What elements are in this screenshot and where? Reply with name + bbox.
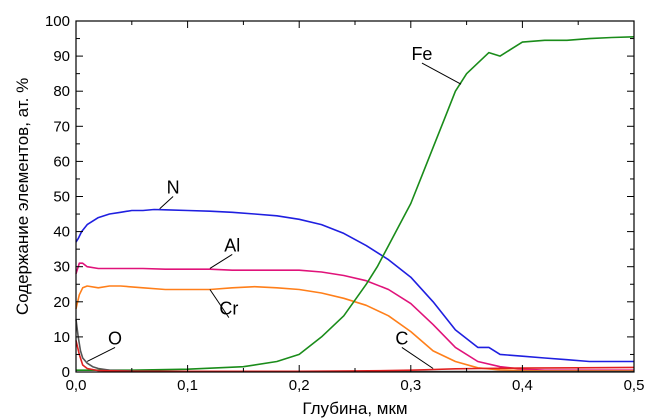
series-line-fe (76, 36, 635, 372)
annotation-label-cr: Cr (219, 299, 238, 319)
plot-frame (75, 20, 635, 373)
annotation-leader-cr (209, 289, 230, 318)
annotation-layer: N Al Cr Fe O C (86, 44, 462, 369)
y-tick-label: 70 (53, 118, 70, 135)
series-line-cr (75, 285, 634, 372)
y-tick-label: 80 (53, 83, 70, 100)
y-tick-label: 100 (45, 13, 70, 30)
y-axis-title: Содержание элементов, ат. % (13, 78, 32, 315)
annotation-label-fe: Fe (411, 44, 432, 64)
annotation-leader-n (159, 196, 174, 210)
series-line-al (75, 262, 634, 372)
y-tick-label: 20 (53, 294, 70, 311)
series-line-n (75, 208, 634, 363)
x-tick-label: 0,4 (512, 377, 533, 394)
annotation-label-o: O (108, 328, 122, 348)
x-axis-title: Глубина, мкм (302, 399, 407, 418)
x-tick-label: 0,1 (177, 377, 198, 394)
annotation-label-al: Al (224, 235, 240, 255)
series-line-o (75, 319, 634, 373)
y-tick-label: 30 (53, 259, 70, 276)
annotation-leader-fe (421, 62, 462, 85)
y-tick-label: 10 (53, 329, 70, 346)
y-tick-label: 0 (62, 364, 70, 381)
y-tick-label: 40 (53, 224, 70, 241)
annotation-label-c: C (395, 328, 408, 348)
x-tick-label: 0,2 (289, 377, 310, 394)
series-layer (75, 36, 635, 373)
annotation-leader-al (209, 253, 233, 269)
x-tick-label: 0,0 (66, 377, 87, 394)
annotation-leader-o (86, 346, 116, 362)
series-line-c (75, 340, 635, 373)
y-tick-label: 60 (53, 153, 70, 170)
x-tick-label: 0,3 (400, 377, 421, 394)
annotation-leader-c (401, 347, 434, 369)
y-tick-label: 50 (53, 189, 70, 206)
y-tick-label: 90 (53, 48, 70, 65)
tick-layer: 0,0 0,1 0,2 0,3 0,4 0,5 0 10 20 30 40 50 60 70 80 90 100 (45, 13, 644, 394)
x-tick-label: 0,5 (624, 377, 645, 394)
annotation-label-n: N (167, 178, 180, 198)
